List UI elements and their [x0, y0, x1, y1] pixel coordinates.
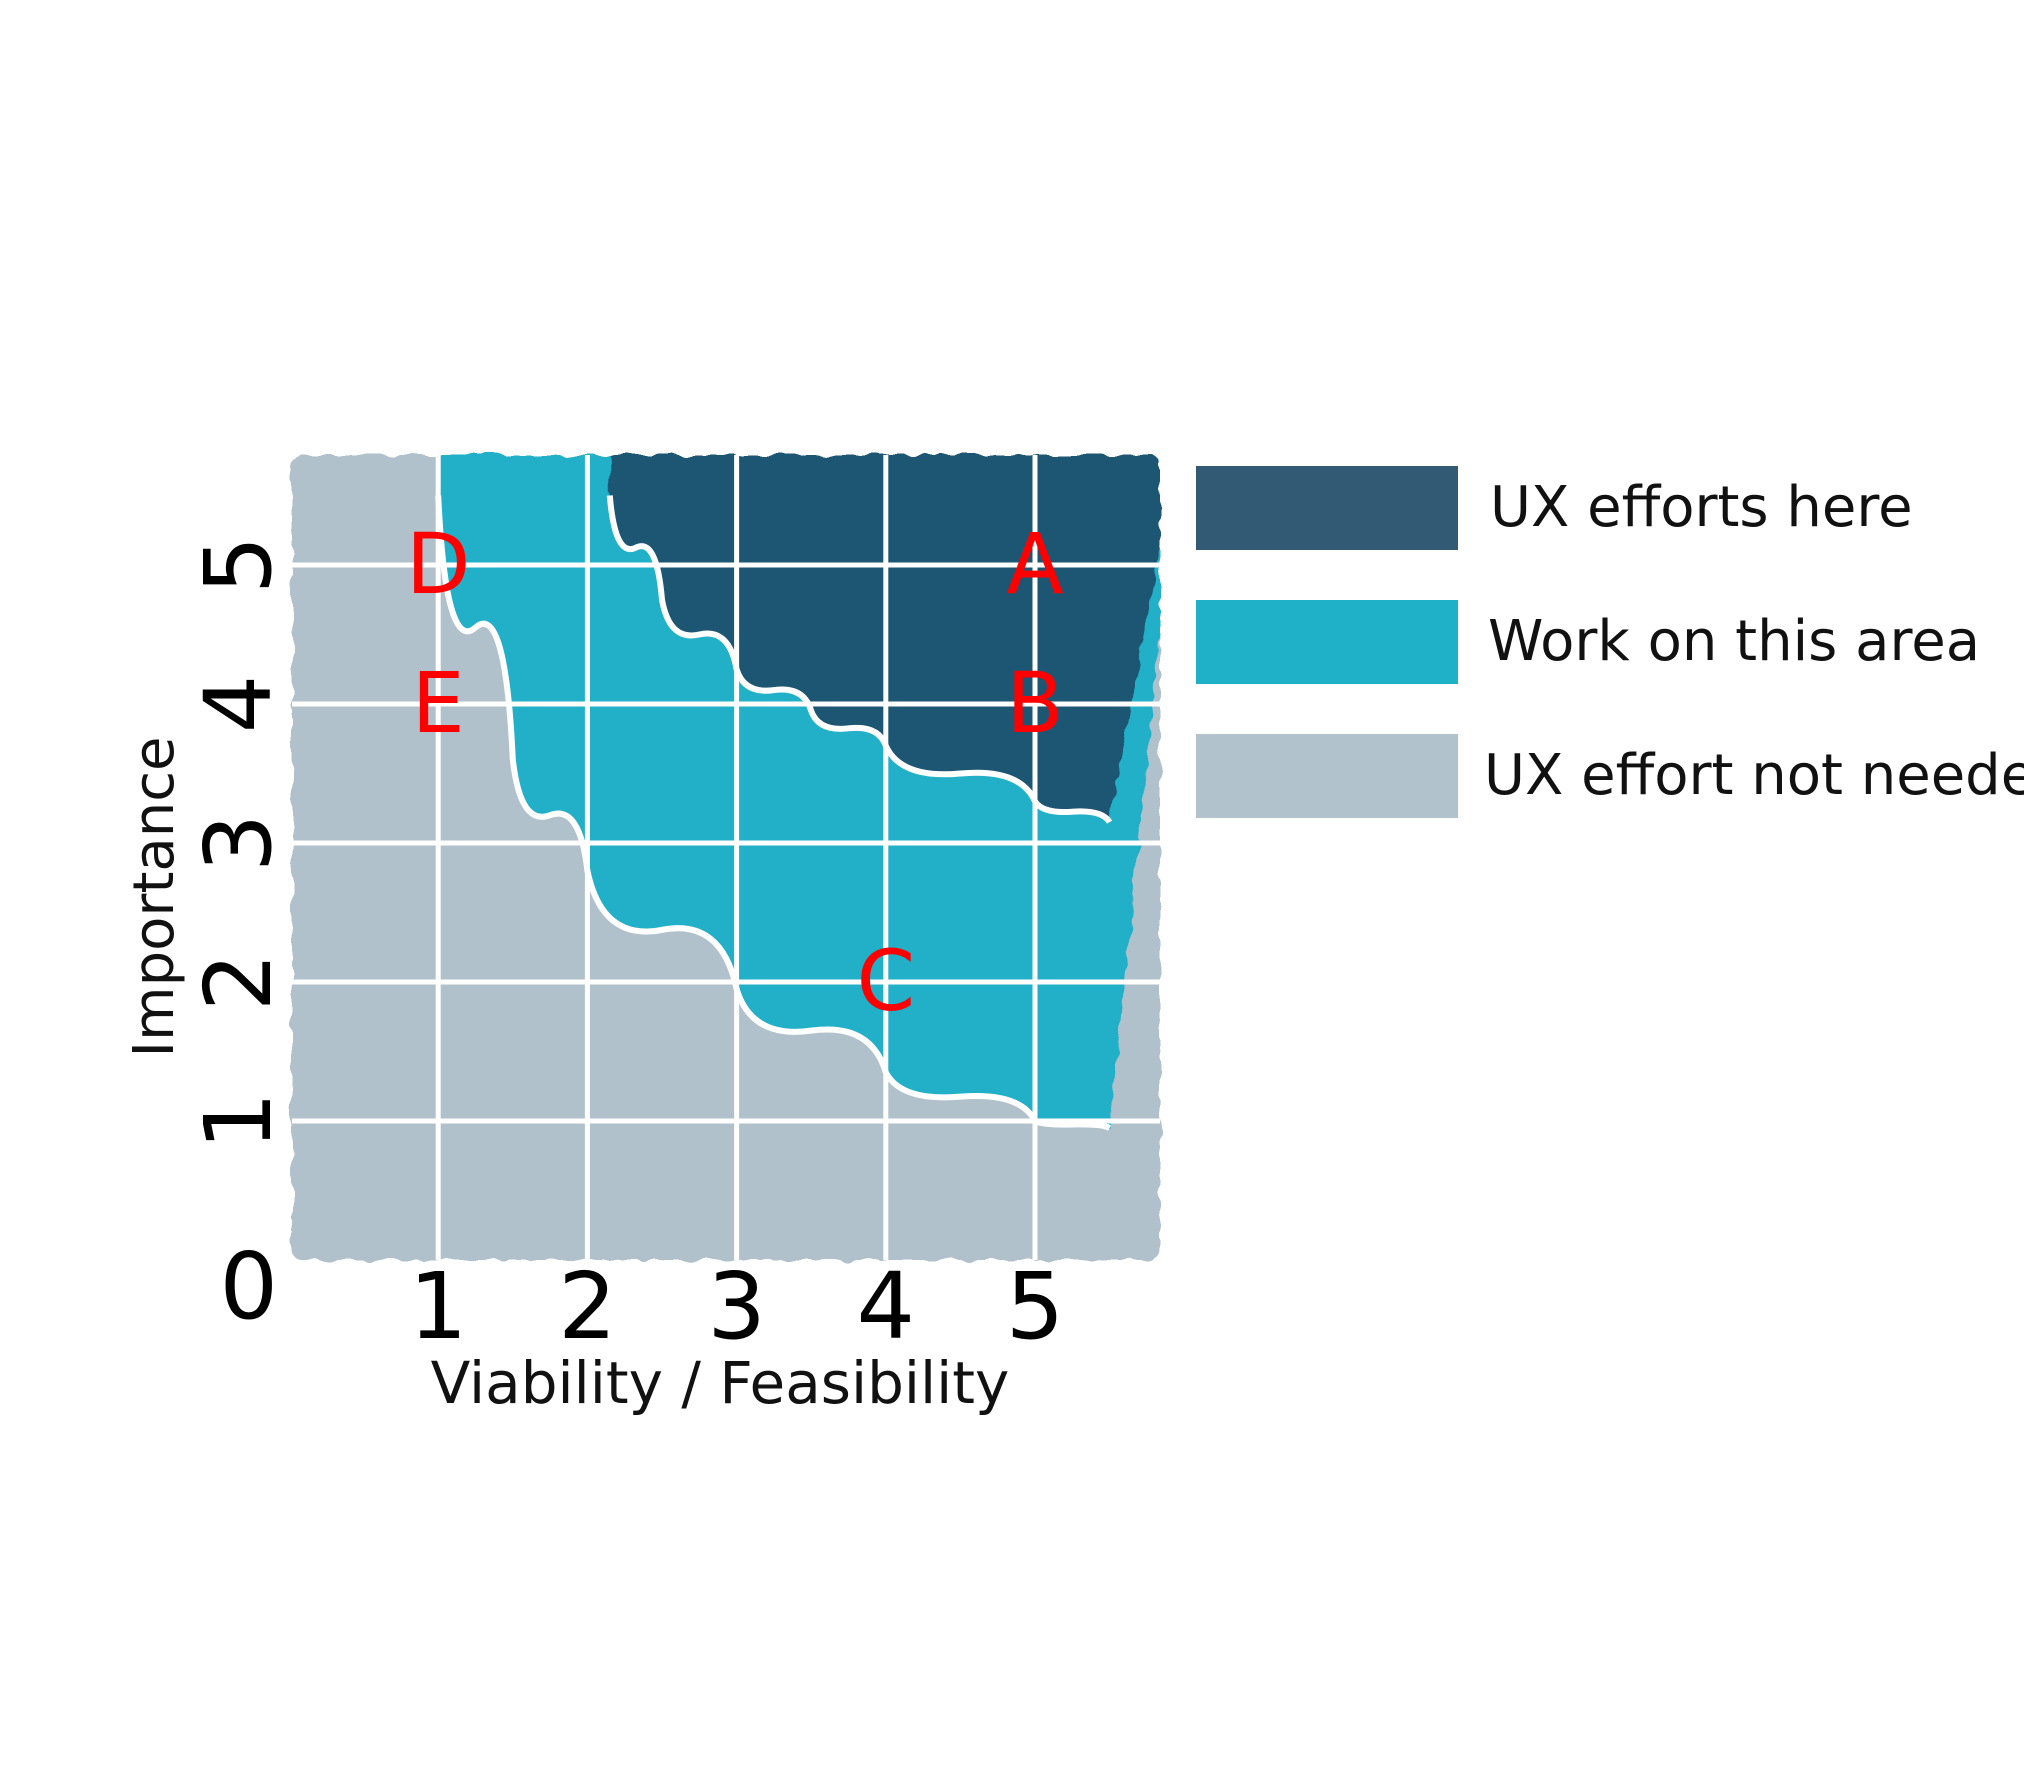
y-axis-ticks: 1 2 3 4 5	[185, 536, 292, 1151]
legend-label-work-area: Work on this area	[1488, 609, 1981, 674]
x-tick-label: 4	[857, 1253, 916, 1360]
boundary-outer	[606, 495, 1113, 824]
y-tick-label: 2	[185, 953, 292, 1012]
region-boundaries	[435, 495, 1113, 1131]
x-tick-label: 5	[1006, 1253, 1065, 1360]
legend-swatch-ux-efforts	[1196, 466, 1458, 550]
point-labels: AB C DE	[406, 515, 1064, 1030]
x-tick-label: 1	[409, 1253, 468, 1360]
point-label-e: E	[412, 654, 465, 752]
x-tick-label: 2	[558, 1253, 617, 1360]
y-tick-label: 5	[185, 536, 292, 595]
point-label-d: D	[406, 515, 471, 613]
grid	[292, 455, 1160, 1260]
y-tick-label: 3	[185, 814, 292, 873]
point-label-b: B	[1006, 654, 1064, 752]
x-axis-label: Viability / Feasibility	[431, 1349, 1010, 1417]
legend-swatch-not-needed	[1196, 734, 1458, 818]
legend-label-not-needed: UX effort not needed	[1484, 743, 2024, 808]
legend-label-ux-efforts: UX efforts here	[1490, 475, 1913, 540]
y-tick-label: 1	[185, 1092, 292, 1151]
legend-swatch-work-area	[1196, 600, 1458, 684]
point-label-a: A	[1006, 515, 1063, 613]
point-label-c: C	[856, 932, 915, 1030]
x-tick-label: 3	[707, 1253, 766, 1360]
x-tick-label: 0	[219, 1233, 278, 1340]
y-axis-label: Importance	[122, 737, 187, 1058]
boundary-inner	[435, 495, 1112, 1131]
y-tick-label: 4	[185, 675, 292, 734]
